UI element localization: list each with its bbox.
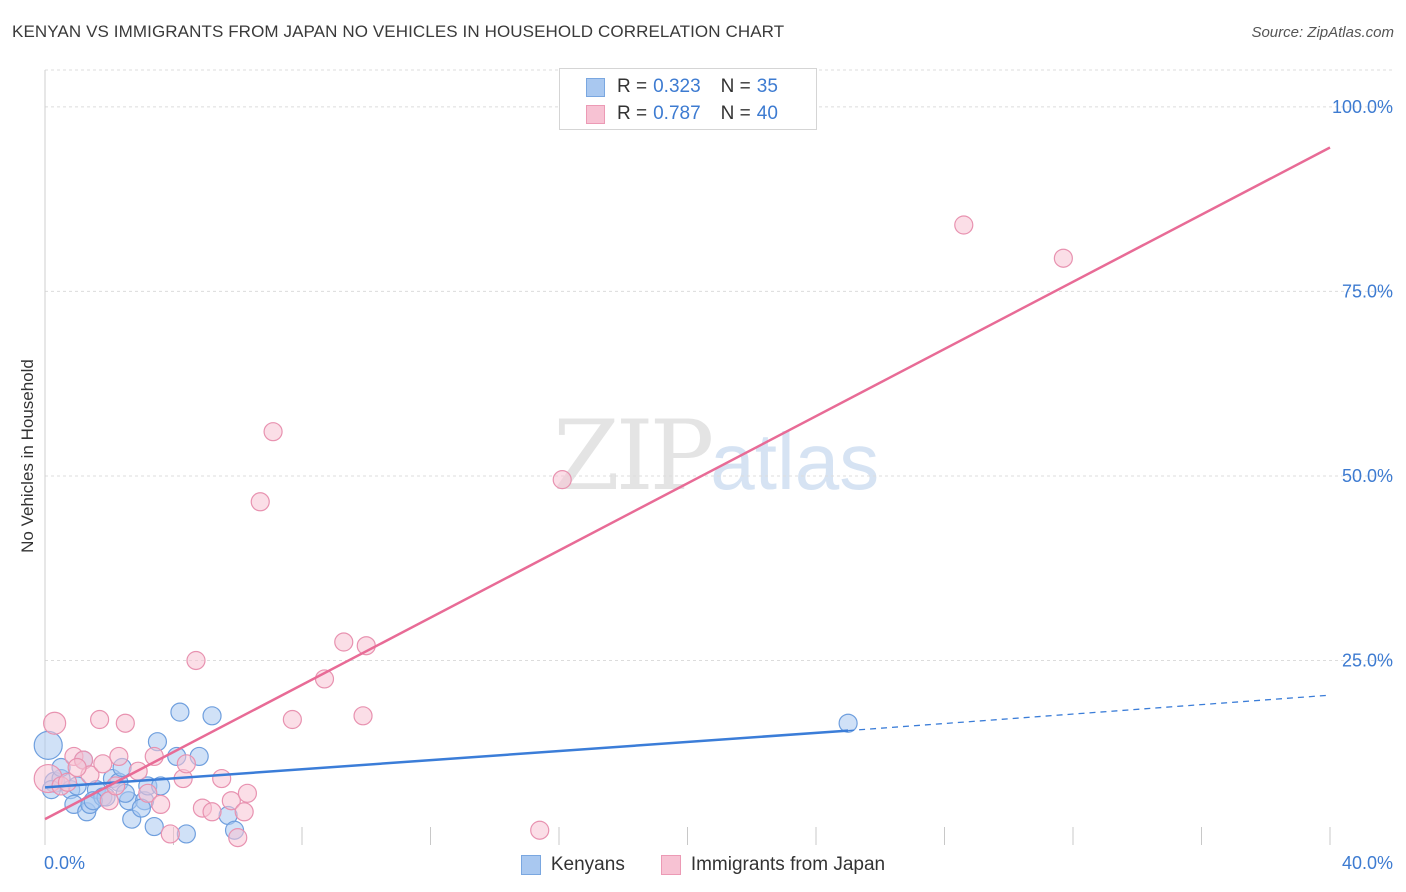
trend-lines <box>44 146 1331 821</box>
japan-point <box>212 768 232 789</box>
legend-label-kenyans: Kenyans <box>550 854 625 875</box>
grid-lines <box>45 69 1395 661</box>
correlation-legend: R = 0.323 N = 35 R = 0.787 N = 40 <box>559 68 817 130</box>
japan-point <box>90 709 110 730</box>
legend-n-value: 40 <box>756 103 778 124</box>
japan-point <box>67 757 87 778</box>
axes <box>44 70 1331 845</box>
japan-point <box>202 802 222 822</box>
legend-r-label: R = <box>617 76 648 97</box>
japan-point <box>138 783 158 803</box>
y-tick-label: 75.0% <box>1342 281 1393 301</box>
legend-n-label: N = <box>720 76 751 97</box>
y-tick-label: 25.0% <box>1342 650 1393 670</box>
legend-row-japan: R = 0.787 N = 40 <box>586 102 778 126</box>
japan-point <box>954 215 974 235</box>
japan-point <box>109 746 129 767</box>
x-tick-label: 40.0% <box>1342 853 1393 873</box>
japan-point <box>530 820 550 840</box>
japan-point <box>282 709 302 730</box>
y-tick-label: 50.0% <box>1342 466 1393 486</box>
japan-point <box>228 828 248 848</box>
legend-swatch-kenyans <box>520 855 541 875</box>
japan-point <box>250 492 270 512</box>
y-axis-label: No Vehicles in Household <box>18 359 37 553</box>
legend-r-value: 0.323 <box>653 76 701 97</box>
legend-swatch-japan <box>660 855 681 875</box>
japan-point <box>43 711 67 735</box>
japan-point <box>221 791 241 811</box>
chart-title: KENYAN VS IMMIGRANTS FROM JAPAN NO VEHIC… <box>12 22 785 41</box>
legend-row-kenyans: R = 0.323 N = 35 <box>586 75 778 99</box>
watermark-zip: ZIP <box>553 400 714 512</box>
japan-point <box>93 754 113 774</box>
kenyan-point <box>144 816 164 837</box>
watermark: ZIPatlas <box>553 400 879 512</box>
x-tick-label: 0.0% <box>44 853 85 873</box>
japan-point <box>353 706 373 726</box>
legend-swatch-kenyans <box>586 77 605 97</box>
japan-point <box>263 422 283 442</box>
data-points <box>33 215 1073 848</box>
legend-swatch-japan <box>586 104 605 124</box>
japan-point <box>552 470 572 490</box>
japan-point <box>115 713 135 733</box>
japan-point <box>186 650 206 671</box>
kenyan-point <box>176 824 196 844</box>
tick-labels: 25.0% 50.0% 75.0% 100.0% 0.0% 40.0% <box>44 97 1393 873</box>
kenyan-trend-extension <box>848 694 1331 732</box>
series-legend: Kenyans Immigrants from Japan <box>0 851 1406 879</box>
kenyan-point <box>170 702 190 722</box>
watermark-atlas: atlas <box>710 417 880 506</box>
legend-item-japan[interactable]: Immigrants from Japan <box>660 854 886 876</box>
japan-trend-line <box>44 146 1331 821</box>
kenyan-point <box>33 730 63 760</box>
legend-label-japan: Immigrants from Japan <box>690 854 886 875</box>
kenyan-point <box>838 713 858 733</box>
japan-point <box>237 783 257 803</box>
kenyan-trend-line <box>44 729 849 789</box>
legend-n-label: N = <box>720 103 751 124</box>
japan-point <box>1053 248 1073 268</box>
source-credit: Source: ZipAtlas.com <box>1251 24 1394 41</box>
legend-r-value: 0.787 <box>653 103 701 124</box>
legend-r-label: R = <box>617 103 648 124</box>
japan-point <box>234 802 254 822</box>
japan-point <box>151 794 171 815</box>
kenyan-point <box>202 706 222 726</box>
legend-item-kenyans[interactable]: Kenyans <box>520 854 625 876</box>
japan-point <box>176 754 196 774</box>
japan-point <box>334 632 354 652</box>
japan-point <box>160 824 180 844</box>
legend-n-value: 35 <box>756 76 778 97</box>
y-tick-label: 100.0% <box>1332 97 1393 117</box>
